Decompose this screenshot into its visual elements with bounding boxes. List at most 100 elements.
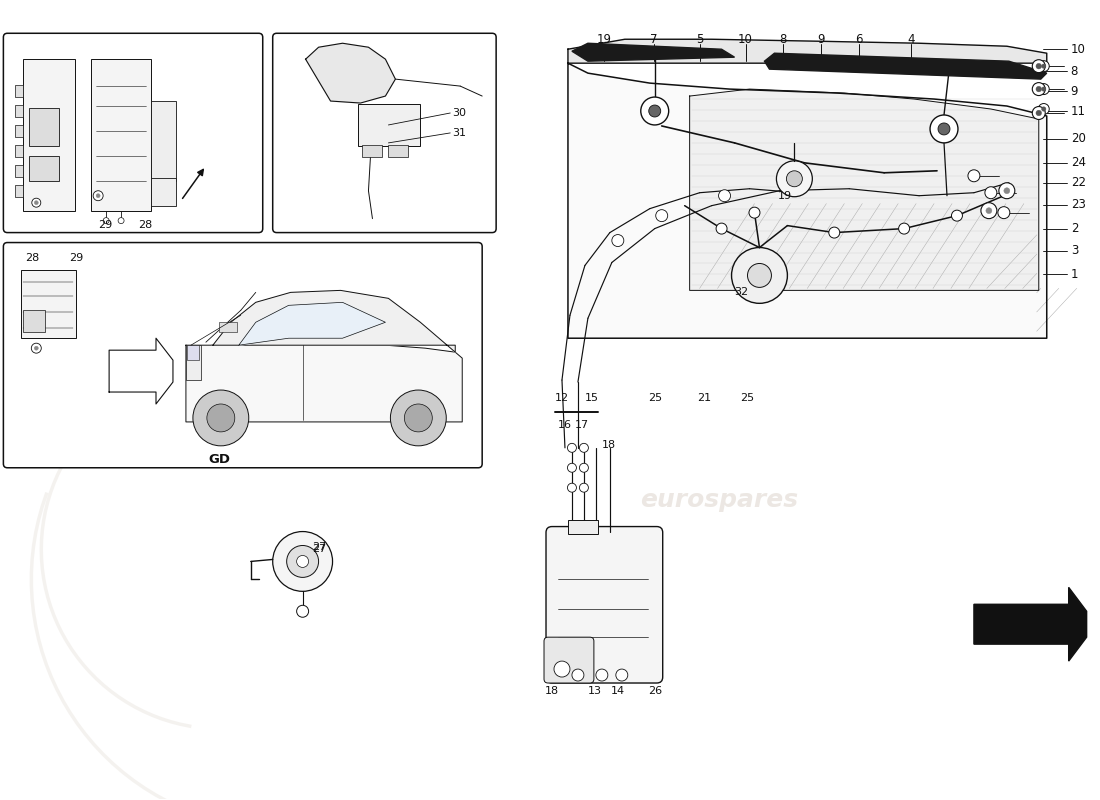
Bar (151, 101, 176, 181)
Circle shape (34, 346, 39, 350)
Circle shape (616, 669, 628, 681)
Circle shape (716, 223, 727, 234)
Circle shape (32, 198, 41, 207)
Circle shape (118, 218, 124, 224)
Circle shape (952, 210, 962, 221)
Text: 29: 29 (69, 254, 84, 263)
Text: 27: 27 (312, 545, 327, 554)
FancyBboxPatch shape (544, 637, 594, 683)
Circle shape (718, 190, 730, 202)
Text: 22: 22 (1070, 176, 1086, 190)
Circle shape (777, 161, 812, 197)
Circle shape (649, 105, 661, 117)
Text: 27: 27 (312, 542, 327, 553)
Bar (15, 145, 23, 157)
Circle shape (1032, 82, 1045, 95)
Circle shape (572, 669, 584, 681)
Circle shape (297, 606, 309, 618)
Polygon shape (764, 54, 1047, 79)
Circle shape (297, 555, 309, 567)
Text: 17: 17 (575, 420, 590, 430)
Text: 18: 18 (602, 440, 616, 450)
FancyBboxPatch shape (3, 242, 482, 468)
Polygon shape (109, 338, 173, 404)
Text: 19: 19 (596, 33, 612, 46)
Text: 11: 11 (1070, 105, 1086, 118)
Text: 15: 15 (585, 393, 598, 403)
Circle shape (1032, 106, 1045, 119)
Text: 9: 9 (817, 33, 825, 46)
Circle shape (641, 97, 669, 125)
Text: eurospares: eurospares (640, 488, 799, 512)
Circle shape (828, 227, 839, 238)
Bar (15, 185, 23, 197)
Text: 31: 31 (452, 128, 466, 138)
Polygon shape (572, 43, 735, 61)
Text: 5: 5 (696, 33, 703, 46)
FancyBboxPatch shape (273, 34, 496, 233)
Text: GD: GD (209, 454, 231, 466)
Bar (363, 145, 383, 157)
Text: 8: 8 (1070, 65, 1078, 78)
Circle shape (580, 483, 588, 492)
Circle shape (568, 443, 576, 452)
Polygon shape (239, 302, 385, 345)
Circle shape (34, 201, 39, 205)
Circle shape (981, 202, 997, 218)
Polygon shape (568, 63, 1047, 338)
Text: 19: 19 (778, 190, 792, 201)
Text: 10: 10 (738, 33, 752, 46)
Circle shape (287, 546, 319, 578)
Text: 28: 28 (25, 254, 40, 263)
Circle shape (999, 182, 1015, 198)
Circle shape (1042, 64, 1046, 68)
Text: 16: 16 (558, 420, 572, 430)
Bar (91, 59, 151, 210)
Circle shape (596, 669, 608, 681)
Circle shape (192, 390, 249, 446)
Text: 25: 25 (648, 393, 662, 403)
Circle shape (1042, 87, 1046, 91)
Circle shape (568, 463, 576, 472)
Text: 2: 2 (1070, 222, 1078, 235)
Bar (388, 145, 408, 157)
Text: 32: 32 (735, 287, 749, 298)
FancyBboxPatch shape (546, 526, 662, 683)
Circle shape (1036, 110, 1042, 116)
Bar (15, 105, 23, 117)
Text: 30: 30 (452, 108, 466, 118)
Circle shape (103, 218, 109, 224)
Text: 9: 9 (1070, 85, 1078, 98)
Circle shape (1038, 103, 1049, 114)
Text: 28: 28 (138, 220, 152, 230)
Circle shape (96, 194, 100, 198)
Circle shape (405, 404, 432, 432)
Circle shape (207, 404, 234, 432)
Circle shape (273, 531, 332, 591)
Bar (30, 108, 59, 146)
Polygon shape (213, 290, 455, 352)
Bar (23, 59, 75, 210)
Bar (219, 322, 236, 332)
Text: 10: 10 (1070, 42, 1086, 56)
Text: 23: 23 (1070, 198, 1086, 211)
Text: 20: 20 (1070, 133, 1086, 146)
Circle shape (554, 661, 570, 677)
Circle shape (1038, 84, 1049, 94)
Text: 14: 14 (610, 686, 625, 696)
Polygon shape (568, 39, 1047, 63)
Circle shape (930, 115, 958, 143)
Circle shape (1038, 61, 1049, 72)
Text: 25: 25 (740, 393, 755, 403)
Circle shape (612, 234, 624, 246)
Circle shape (1032, 60, 1045, 73)
Bar (30, 156, 59, 181)
FancyBboxPatch shape (3, 34, 263, 233)
Polygon shape (974, 587, 1087, 661)
Circle shape (748, 263, 771, 287)
Circle shape (568, 483, 576, 492)
Text: 8: 8 (780, 33, 788, 46)
Circle shape (986, 208, 992, 214)
Text: 6: 6 (856, 33, 864, 46)
Bar (187, 345, 199, 360)
